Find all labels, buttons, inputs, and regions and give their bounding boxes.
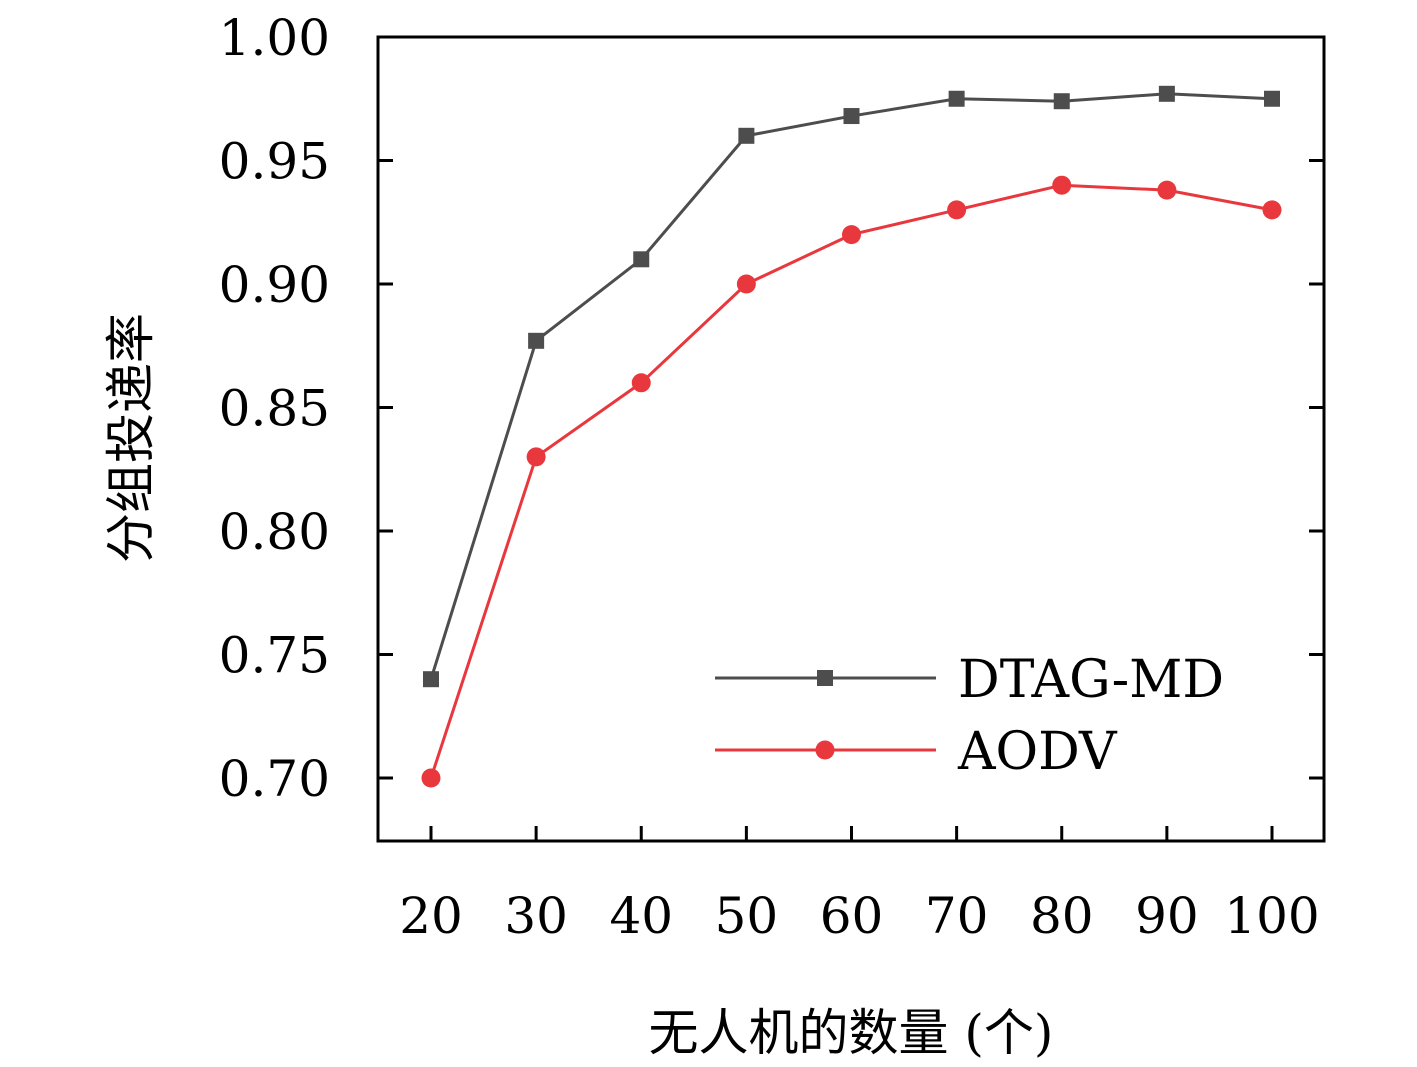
x-tick-label: 40 (609, 887, 673, 945)
data-point-dtag-md (1053, 93, 1070, 110)
x-tick-label: 70 (925, 887, 989, 945)
x-tick-label: 20 (399, 887, 463, 945)
data-point-dtag-md (843, 108, 860, 125)
x-axis-ticks: 20 30 40 50 60 70 80 90 100 (399, 826, 1320, 945)
x-tick-label: 80 (1030, 887, 1094, 945)
y-tick-label: 0.95 (219, 133, 330, 191)
data-point-aodv (1052, 175, 1072, 195)
x-tick-label: 100 (1224, 887, 1319, 945)
data-point-aodv (947, 200, 967, 220)
data-point-aodv (631, 373, 651, 393)
x-tick-label: 90 (1135, 887, 1199, 945)
data-point-dtag-md (948, 90, 965, 107)
data-point-dtag-md (1158, 85, 1175, 102)
y-tick-label: 0.90 (219, 256, 330, 314)
data-point-aodv (1262, 200, 1282, 220)
y-tick-label: 1.00 (219, 9, 330, 67)
legend: DTAG-MD AODV (715, 650, 1224, 782)
data-point-dtag-md (528, 332, 545, 349)
legend-label-dtag-md: DTAG-MD (958, 650, 1224, 710)
legend-marker-dtag-md (817, 670, 833, 686)
data-point-dtag-md (423, 671, 439, 688)
plot-frame (376, 35, 1326, 843)
data-point-aodv (421, 768, 441, 788)
y-tick-label: 0.70 (219, 750, 330, 808)
data-point-aodv (526, 447, 546, 467)
x-tick-label: 50 (715, 887, 779, 945)
data-point-aodv (736, 274, 756, 294)
legend-label-aodv: AODV (957, 722, 1118, 782)
data-point-aodv (1157, 180, 1177, 200)
y-tick-label: 0.80 (219, 503, 330, 561)
y-tick-label: 0.75 (219, 627, 330, 685)
x-tick-label: 60 (820, 887, 884, 945)
data-point-dtag-md (738, 127, 755, 144)
y-axis-ticks: 0.70 0.75 0.80 0.85 0.90 0.95 1.00 (219, 9, 1324, 808)
data-point-dtag-md (633, 251, 650, 268)
y-tick-label: 0.85 (219, 380, 330, 438)
data-point-aodv (842, 225, 861, 245)
legend-marker-aodv (815, 740, 835, 760)
series-line-dtag-md (429, 92, 1273, 680)
x-axis-title: 无人机的数量 (个) (649, 1004, 1054, 1062)
y-axis-title: 分组投递率 (102, 313, 160, 563)
series-layer (421, 85, 1282, 788)
data-point-dtag-md (1264, 90, 1280, 107)
x-tick-label: 30 (504, 887, 568, 945)
